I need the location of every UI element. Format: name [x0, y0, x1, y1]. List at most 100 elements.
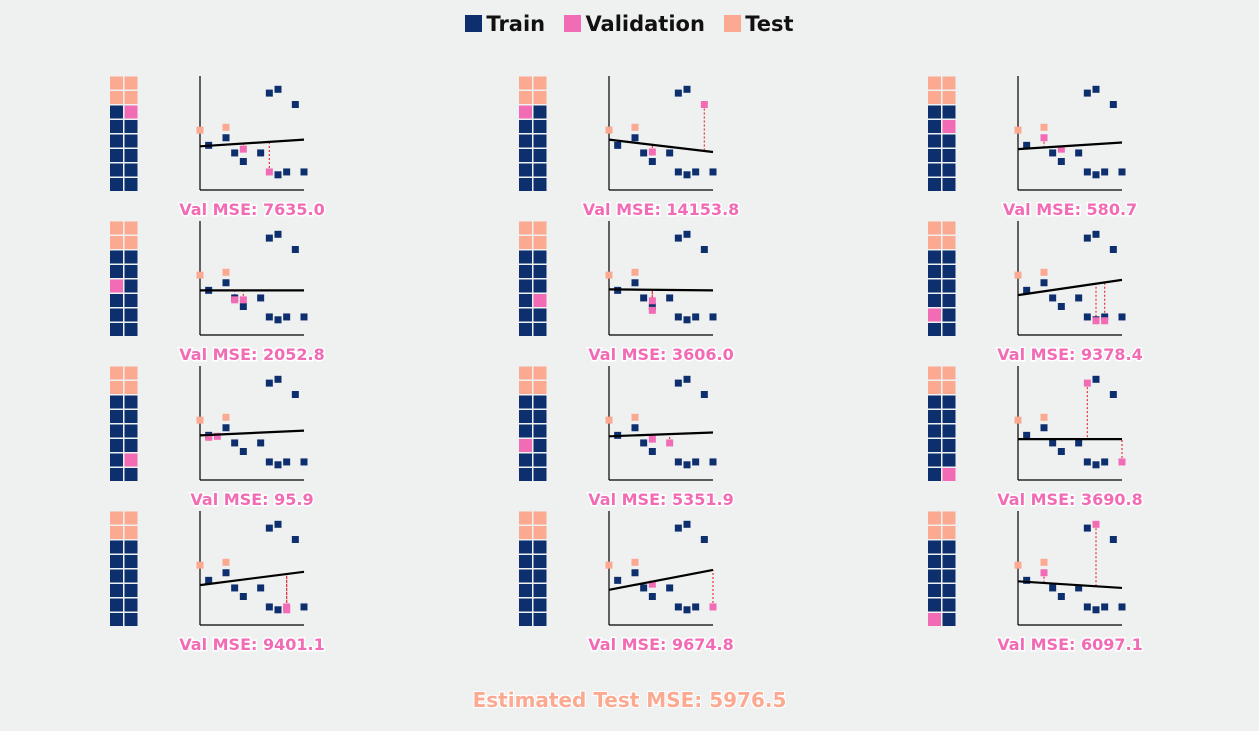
fold-12-train-point-7 [1101, 603, 1109, 611]
fold-2-cell-r4-c1 [533, 134, 547, 148]
fold-1-cell-r4-c1 [124, 134, 138, 148]
fold-9-test-point-2 [1040, 413, 1048, 421]
fold-9-cell-r4-c1 [942, 424, 956, 438]
fold-6-cell-r5-c1 [942, 294, 956, 307]
fold-8-cell-r3-c0 [519, 410, 532, 423]
fold-1-cell-r7-c1 [124, 178, 138, 191]
fold-10-train-point-1 [205, 576, 213, 584]
fold-5-train-point-10 [674, 234, 682, 242]
fold-12-cell-r3-c1 [942, 555, 956, 568]
fold-3-train-point-11 [1109, 101, 1117, 108]
fold-9-train-point-1 [1023, 431, 1031, 439]
fold-1-fit-line [199, 138, 305, 148]
fold-9-cell-r0-c1 [942, 366, 956, 380]
fold-11-train-point-4 [648, 593, 656, 600]
fold-2-cell-r7-c1 [533, 178, 547, 191]
fold-3-cell-r0-c1 [942, 76, 956, 90]
fold-2-cell-r1-c0 [519, 91, 532, 104]
fold-9-cell-r1-c1 [942, 381, 956, 394]
fold-3-val-point-2 [1057, 145, 1065, 153]
fold-7-train-point-6 [265, 458, 273, 466]
fold-11-train-point-6 [674, 603, 682, 611]
fold-10-cell-r4-c0 [110, 569, 123, 583]
fold-7-train-point-4 [239, 448, 247, 455]
fold-9-cell-r3-c0 [928, 410, 941, 423]
fold-1-val-point-1 [239, 145, 247, 153]
fold-2-cell-r7-c0 [519, 178, 532, 191]
fold-7-cell-r1-c0 [110, 381, 123, 394]
fold-6-cell-r4-c0 [928, 279, 941, 293]
fold-10-fit-line [199, 570, 305, 587]
fold-8-train-point-8 [709, 458, 717, 466]
fold-11-cell-r5-c0 [519, 584, 532, 597]
fold-2-train-point-2 [631, 134, 639, 142]
fold-8-train-point-2 [631, 424, 639, 432]
fold-1-cell-r1-c1 [124, 91, 138, 104]
fold-2-train-point-6 [674, 168, 682, 176]
fold-7-test-point-2 [222, 413, 230, 421]
fold-5-test-point-2 [631, 268, 639, 276]
fold-4-train-point-8 [283, 313, 291, 321]
fold-10-train-point-4 [239, 593, 247, 600]
fold-12-cell-r0-c0 [928, 511, 941, 525]
fold-3-cell-r4-c0 [928, 134, 941, 148]
fold-7-cell-r1-c1 [124, 381, 138, 394]
fold-5-train-point-12 [700, 246, 708, 253]
fold-1-train-point-9 [265, 89, 273, 97]
fold-9-train-point-9 [1092, 375, 1100, 383]
fold-7-cell-r4-c0 [110, 424, 123, 438]
fold-5-cell-r4-c0 [519, 279, 532, 293]
fold-8-cell-r3-c1 [533, 410, 547, 423]
fold-2-cell-r0-c1 [533, 76, 547, 90]
fold-2-test-point-1 [605, 126, 613, 134]
fold-11-val-point-1 [709, 603, 717, 611]
fold-10-cell-r3-c1 [124, 555, 138, 568]
fold-1-train-point-5 [257, 149, 265, 157]
fold-3-cell-r0-c0 [928, 76, 941, 90]
legend-item-validation: Validation [564, 12, 705, 36]
fold-5-cell-r2-c1 [533, 250, 547, 264]
fold-8-train-point-7 [692, 458, 700, 466]
fold-6-cell-r2-c0 [928, 250, 941, 264]
fold-3-cell-r1-c1 [942, 91, 956, 104]
fold-4-mse-label: Val MSE: 2052.8 [179, 345, 324, 364]
fold-12-cell-r1-c0 [928, 526, 941, 539]
fold-11-fit-line [608, 568, 714, 591]
fold-11-train-point-11 [700, 536, 708, 543]
fold-4-cell-r6-c1 [124, 308, 138, 322]
fold-9-cell-r2-c1 [942, 395, 956, 409]
fold-11-train-point-7 [683, 606, 691, 614]
fold-4-cell-r3-c0 [110, 265, 123, 278]
fold-2-test-point-2 [631, 123, 639, 131]
fold-10-train-point-11 [291, 536, 299, 543]
fold-12-test-point-2 [1040, 558, 1048, 566]
fold-2-train-point-3 [640, 149, 648, 157]
fold-8-val-point-1 [648, 435, 656, 443]
fold-8-cell-r7-c0 [519, 468, 532, 481]
fold-8-cell-r1-c0 [519, 381, 532, 394]
fold-7-mse-label: Val MSE: 95.9 [190, 490, 313, 509]
fold-3-cell-r5-c1 [942, 149, 956, 162]
fold-6-val-point-1 [1092, 317, 1100, 325]
fold-2-cell-r0-c0 [519, 76, 532, 90]
fold-7-train-point-5 [257, 439, 265, 447]
fold-6-train-point-3 [1049, 294, 1057, 302]
fold-9-cell-r5-c1 [942, 439, 956, 452]
fold-4-cell-r1-c0 [110, 236, 123, 249]
fold-10-cell-r5-c0 [110, 584, 123, 597]
fold-3-test-point-1 [1014, 126, 1022, 134]
fold-5-cell-r4-c1 [533, 279, 547, 293]
fold-6-cell-r0-c0 [928, 221, 941, 235]
fold-12-train-point-1 [1023, 576, 1031, 584]
fold-2-cell-r5-c0 [519, 149, 532, 162]
fold-1-test-point-1 [196, 126, 204, 134]
fold-3-fit-line [1017, 141, 1123, 151]
fold-3-cell-r4-c1 [942, 134, 956, 148]
fold-6-fit-line [1017, 278, 1123, 297]
fold-8-cell-r5-c1 [533, 439, 547, 452]
fold-11-train-point-2 [631, 569, 639, 577]
fold-10-cell-r1-c1 [124, 526, 138, 539]
fold-11-cell-r6-c0 [519, 598, 532, 612]
fold-1-cell-r5-c1 [124, 149, 138, 162]
fold-3-test-point-2 [1040, 123, 1048, 131]
